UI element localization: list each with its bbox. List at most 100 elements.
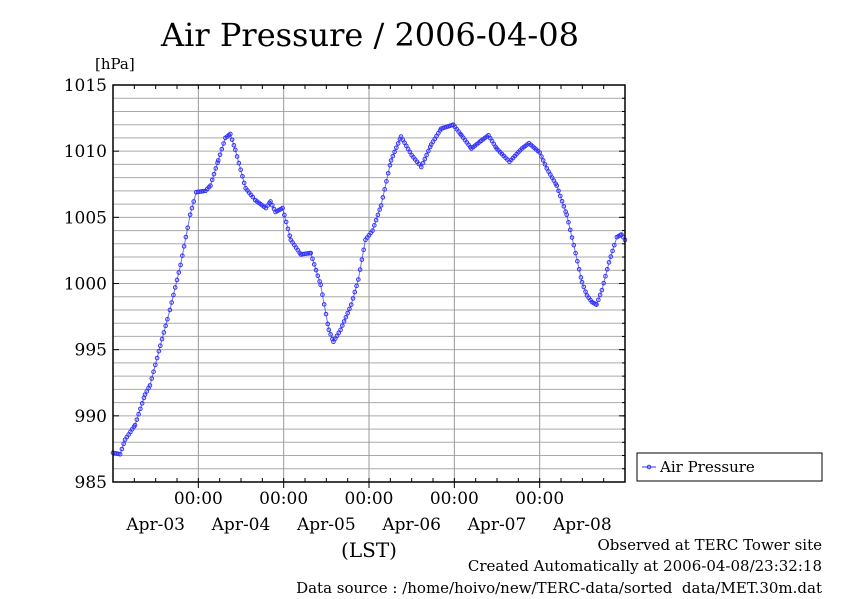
data-point	[556, 188, 561, 194]
data-point	[384, 179, 389, 184]
data-point	[121, 441, 126, 447]
data-point	[187, 212, 193, 217]
x-axis-label: (LST)	[341, 538, 397, 562]
data-point	[215, 158, 221, 163]
footer-source: Data source : /home/hoivo/new/TERC-data/…	[296, 579, 822, 595]
data-point	[189, 205, 195, 211]
y-tick-label: 995	[75, 341, 107, 361]
data-point	[569, 235, 575, 240]
data-point	[269, 202, 275, 208]
y-tick-label: 1005	[64, 208, 107, 228]
data-point	[359, 257, 365, 262]
data-point	[581, 284, 587, 290]
data-point	[308, 250, 313, 256]
data-point	[597, 292, 603, 298]
legend-box	[636, 452, 823, 482]
data-point	[219, 146, 225, 152]
data-point	[610, 248, 615, 254]
y-tick-label: 1015	[64, 76, 107, 96]
footer-observed: Observed at TERC Tower site	[597, 536, 822, 554]
data-point	[372, 223, 377, 228]
data-point	[427, 144, 433, 150]
data-point	[167, 307, 173, 313]
data-point	[599, 287, 605, 293]
data-point	[136, 411, 141, 417]
legend-marker	[646, 464, 652, 470]
data-point	[561, 204, 567, 209]
data-point	[172, 285, 178, 290]
data-point	[578, 275, 584, 280]
x-tick-label: 00:00	[174, 489, 223, 509]
data-point	[147, 383, 153, 388]
data-point	[539, 154, 544, 159]
data-point	[321, 302, 327, 307]
x-day-label: Apr-03	[125, 515, 185, 535]
data-point	[612, 242, 617, 248]
x-day-label: Apr-07	[467, 515, 527, 535]
x-day-label: Apr-04	[211, 515, 271, 535]
data-point	[228, 131, 233, 137]
data-point	[151, 369, 156, 375]
series-line	[112, 124, 626, 455]
series-air-pressure	[110, 122, 628, 457]
x-day-label: Apr-06	[381, 515, 441, 535]
data-point	[373, 217, 379, 223]
y-axis-unit: [hPa]	[95, 55, 135, 73]
data-point	[213, 166, 219, 171]
data-point	[174, 277, 180, 283]
data-point	[601, 280, 606, 286]
data-point	[537, 150, 542, 155]
data-point	[596, 297, 601, 303]
data-point	[320, 292, 325, 297]
data-point	[424, 152, 429, 158]
data-point	[159, 336, 165, 342]
data-point	[606, 260, 612, 265]
y-tick-label: 1010	[64, 142, 107, 162]
data-point	[390, 153, 396, 159]
data-point	[144, 389, 150, 394]
data-point	[382, 187, 387, 192]
data-point	[116, 451, 121, 457]
data-point	[352, 289, 358, 295]
data-point	[153, 362, 158, 368]
legend: Air Pressure	[636, 452, 823, 482]
data-point	[326, 327, 332, 333]
data-point	[282, 212, 287, 218]
data-point	[385, 170, 391, 176]
data-point	[311, 262, 317, 267]
data-point	[387, 162, 393, 168]
data-point	[426, 148, 431, 154]
data-point	[250, 194, 256, 200]
data-point	[183, 234, 189, 240]
data-point	[392, 149, 397, 155]
data-point	[191, 199, 197, 204]
data-point	[603, 273, 608, 279]
data-point	[171, 292, 176, 298]
data-point	[418, 164, 424, 170]
data-point	[416, 161, 422, 167]
data-point	[156, 348, 162, 354]
data-point	[380, 195, 386, 200]
data-point	[283, 219, 289, 225]
data-point	[341, 319, 347, 324]
plot-frame	[112, 84, 626, 483]
data-point	[377, 207, 382, 212]
data-point	[181, 244, 187, 249]
legend-label: Air Pressure	[659, 458, 755, 476]
data-point	[388, 158, 394, 163]
data-point	[310, 256, 315, 262]
data-point	[234, 154, 240, 159]
data-point	[132, 422, 138, 428]
data-point	[318, 282, 323, 288]
data-point	[357, 267, 363, 272]
data-point	[338, 327, 343, 333]
data-point	[215, 160, 220, 166]
data-point	[559, 198, 565, 204]
data-point	[119, 446, 125, 452]
axes: 985 990 995 1000 1005 1010 1015 00:00 00:00 00:00…	[64, 76, 625, 535]
data-point	[236, 160, 242, 166]
data-point	[422, 156, 428, 162]
data-point	[575, 258, 580, 264]
data-point	[567, 227, 573, 233]
